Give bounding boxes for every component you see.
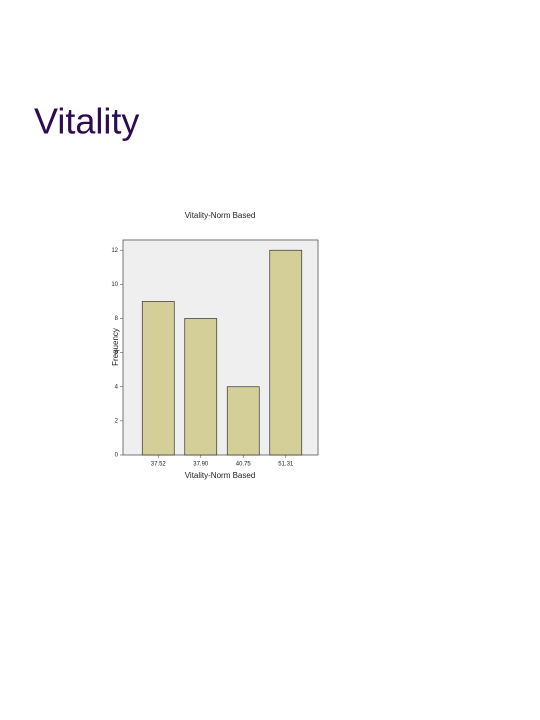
y-tick-label: 12: [111, 248, 118, 254]
y-tick-label: 2: [115, 418, 119, 424]
y-tick-label: 0: [115, 453, 119, 459]
y-tick-label: 6: [115, 350, 119, 356]
bar: [269, 249, 303, 456]
x-tick-label: 40.75: [236, 462, 252, 468]
y-tick-label: 4: [115, 384, 119, 390]
y-tick-label: 8: [115, 316, 119, 322]
y-tick-label: 10: [111, 282, 118, 288]
x-tick-label: 51.31: [278, 462, 294, 468]
chart-title: Vitality-Norm Based: [185, 211, 256, 220]
x-tick-label: 37.52: [151, 462, 167, 468]
slide-heading: Vitality: [34, 101, 139, 142]
y-axis-label: Frequency: [111, 328, 120, 366]
x-axis-label: Vitality-Norm Based: [185, 471, 256, 480]
x-tick-label: 37.90: [193, 462, 209, 468]
bar: [141, 301, 175, 456]
bar: [184, 318, 218, 456]
bar: [226, 386, 260, 456]
